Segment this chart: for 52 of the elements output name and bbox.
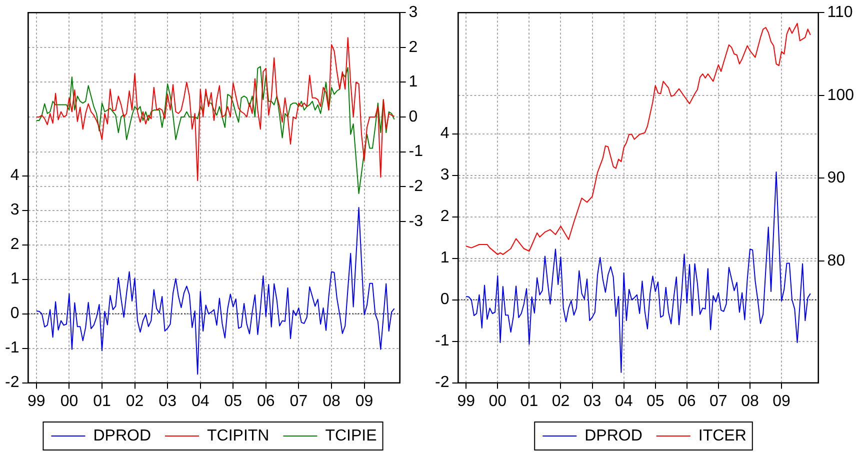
y2-tick-label: -3 [408,212,424,230]
x-tick-label: 03 [158,392,177,410]
y2-tick-label: 1 [408,74,418,91]
x-tick-label: 04 [191,392,210,410]
y-tick-label: 0 [440,291,450,308]
x-tick-label: 99 [28,392,46,410]
x-tick-label: 09 [772,392,791,410]
legend-label: DPROD [93,427,151,444]
y2-tick-label: 0 [408,108,418,126]
legend-label: TCIPITN [207,427,270,444]
y-tick-label: 3 [440,166,450,184]
y2-tick-label: 2 [408,38,418,56]
x-tick-label: 08 [741,392,759,410]
legend-label: TCIPIE [325,427,377,444]
y2-tick-label: 110 [827,4,853,22]
y-tick-label: 4 [440,125,450,142]
y2-tick-label: 100 [827,86,854,104]
y2-tick-label: -2 [408,178,424,195]
x-tick-label: 02 [126,392,144,410]
y-tick-label: 4 [10,167,20,184]
y-tick-label: 3 [10,202,20,219]
y-tick-label: -1 [434,332,450,350]
y-tick-label: 1 [440,250,450,267]
y-tick-label: -1 [4,340,20,357]
x-tick-label: 01 [93,392,111,410]
y-tick-label: 2 [10,236,20,254]
x-tick-label: 04 [614,392,633,410]
legend-label: DPROD [584,427,642,444]
x-tick-label: 07 [710,392,728,410]
y2-tick-label: -1 [408,143,424,160]
y-tick-label: 1 [10,270,20,288]
x-tick-label: 09 [355,392,374,410]
legend-label: ITCER [698,427,746,444]
y2-tick-label: 80 [827,252,846,270]
x-tick-label: 06 [257,392,275,410]
x-tick-label: 08 [322,392,340,410]
y-tick-label: 2 [440,208,450,226]
y-tick-label: -2 [434,374,450,392]
x-tick-label: 99 [457,392,476,410]
y2-tick-label: 3 [408,4,418,22]
x-tick-label: 05 [224,392,242,410]
x-tick-label: 02 [552,392,570,410]
x-tick-label: 06 [678,392,696,410]
x-tick-label: 05 [646,392,664,410]
x-tick-label: 01 [520,392,538,410]
x-tick-label: 00 [488,392,507,410]
y-tick-label: -2 [4,374,20,392]
y-tick-label: 0 [10,305,20,322]
y2-tick-label: 90 [827,170,846,187]
x-tick-label: 07 [290,392,308,410]
x-tick-label: 03 [583,392,602,410]
x-tick-label: 00 [60,392,78,410]
